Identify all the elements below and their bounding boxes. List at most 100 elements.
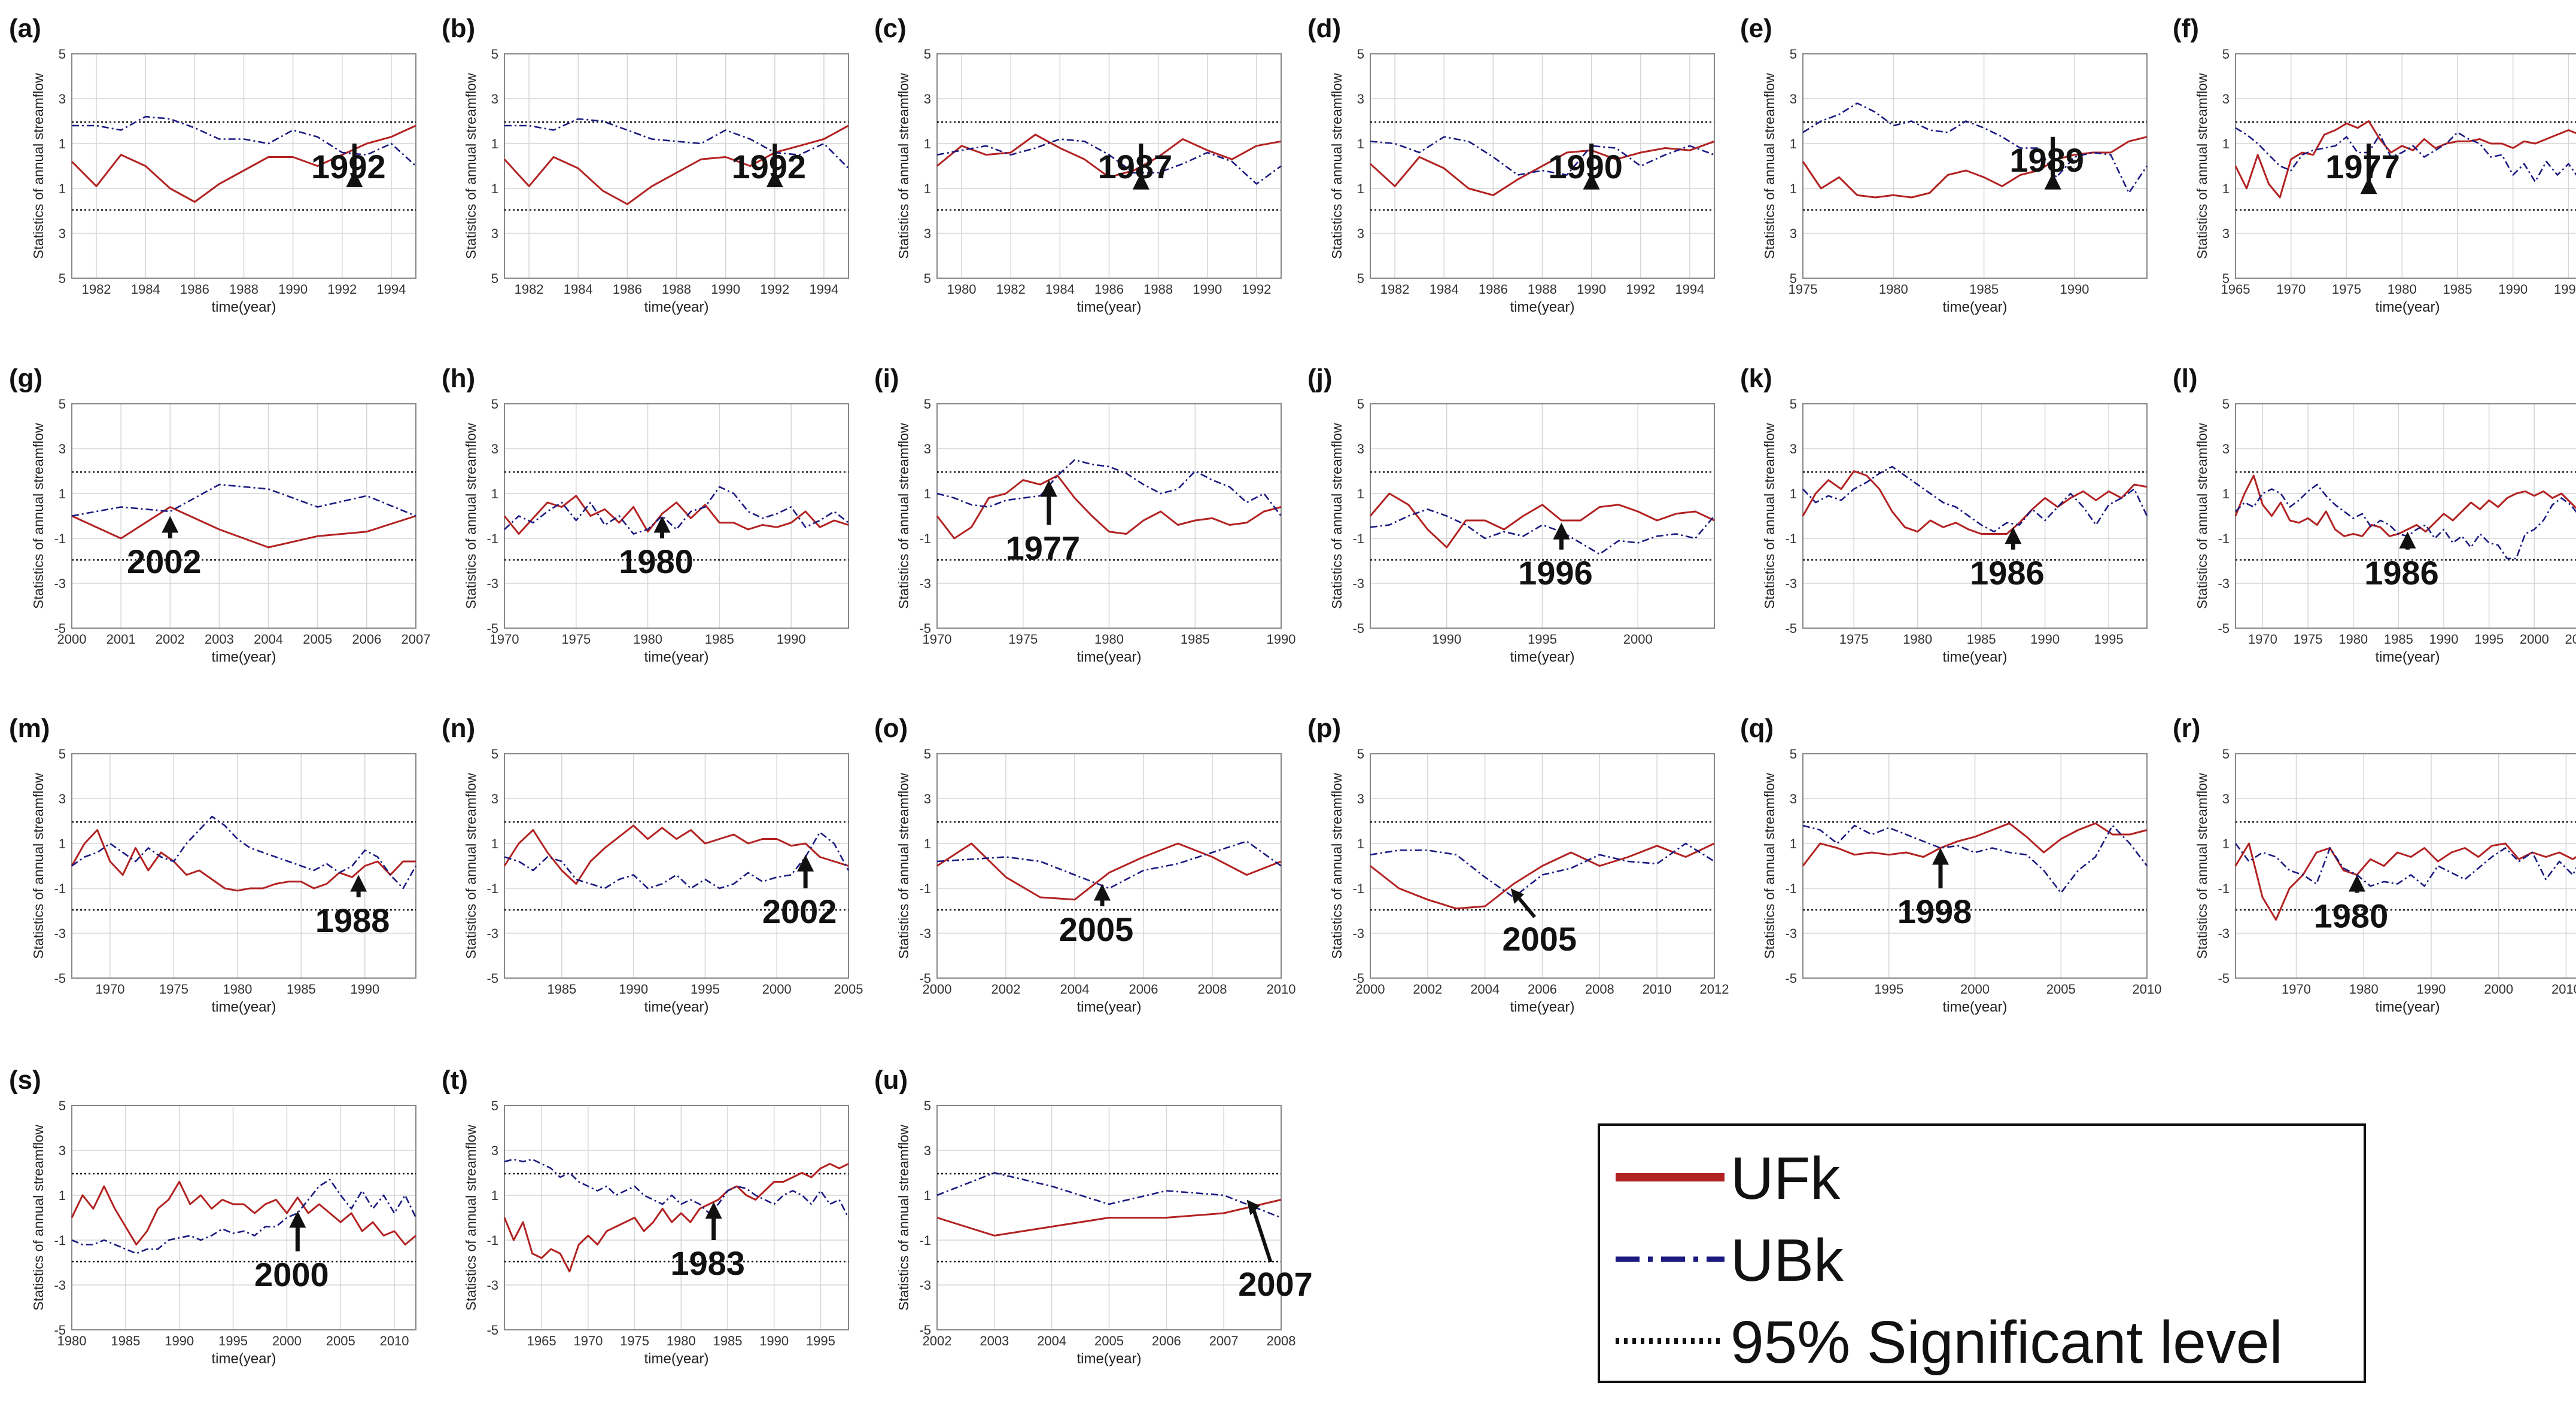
x-tick-label: 2007 <box>1209 1333 1239 1348</box>
y-tick-label: -5 <box>54 971 66 986</box>
x-tick-label: 1984 <box>1045 282 1075 297</box>
x-tick-label: 2005 <box>1094 1333 1124 1348</box>
y-tick-label: 5 <box>59 397 66 412</box>
panel-b: (b) 1982 1984 1986 1988 1990 1992 1994 5 3 1 1 3 5 tim… <box>442 14 849 315</box>
x-tick-label: 1980 <box>633 632 662 647</box>
y-tick-label: 3 <box>491 226 498 241</box>
x-tick-label: 2010 <box>2551 982 2576 997</box>
panel-q: (q) 1995 2000 2005 2010 -5 -3 -1 1 3 5 time(year) St… <box>1740 714 2161 1015</box>
y-tick-label: 3 <box>2222 226 2230 241</box>
ubk-series-line <box>936 138 1282 185</box>
x-tick-label: 1980 <box>57 1333 87 1348</box>
plot-frame <box>1802 403 2148 629</box>
panel-a: (a) 1982 1984 1986 1988 1990 1992 1994 5 3 1 1 3 5 tim… <box>9 14 416 315</box>
plot-frame <box>504 403 849 629</box>
annotation-year: 1990 <box>1548 148 1623 185</box>
y-tick-label: 5 <box>59 271 66 286</box>
x-tick-label: 1985 <box>111 1333 140 1348</box>
annotation-arrow-head <box>346 170 363 187</box>
x-tick-label: 2006 <box>352 632 381 647</box>
panel-label: (l) <box>2173 364 2198 393</box>
x-tick-label: 1995 <box>691 982 720 997</box>
annotation-year: 2000 <box>254 1256 329 1293</box>
x-tick-label: 1970 <box>490 632 519 647</box>
y-tick-label: -3 <box>54 1278 66 1293</box>
y-axis-title: Statistics of annual streamflow <box>1762 73 1777 259</box>
panel-label: (c) <box>874 14 907 43</box>
ufk-series-line <box>503 1163 849 1272</box>
y-tick-label: -5 <box>486 1323 498 1338</box>
panel-label: (f) <box>2173 14 2199 43</box>
y-tick-label: 3 <box>1357 92 1364 106</box>
x-axis-title: time(year) <box>2375 649 2440 665</box>
x-tick-label: 1970 <box>2276 282 2306 297</box>
y-tick-label: -1 <box>919 531 931 546</box>
x-tick-label: 1994 <box>376 282 406 297</box>
y-tick-label: 3 <box>59 1143 66 1158</box>
y-axis-title: Statistics of annual streamflow <box>1762 773 1777 959</box>
y-tick-label: 3 <box>59 791 66 806</box>
ufk-series-line <box>2234 842 2576 921</box>
ufk-series-line <box>503 495 849 535</box>
x-tick-label: 1985 <box>547 982 576 997</box>
y-axis-title: Statistics of annual streamflow <box>896 773 911 959</box>
panel-m: (m) 1970 1975 1980 1985 1990 -5 -3 -1 1 3 5 time(yea… <box>9 714 417 1015</box>
y-tick-label: -5 <box>2218 971 2230 986</box>
x-tick-label: 1990 <box>777 632 806 647</box>
x-tick-label: 1965 <box>2221 282 2250 297</box>
y-axis-title: Statistics of annual streamflow <box>896 73 911 259</box>
annotation-arrow-head <box>350 875 367 892</box>
y-tick-label: 1 <box>1357 836 1364 851</box>
x-tick-label: 2000 <box>1960 982 1990 997</box>
panel-label: (a) <box>9 14 41 43</box>
y-tick-label: 1 <box>1790 486 1797 501</box>
x-tick-label: 1980 <box>947 282 977 297</box>
x-tick-label: 1975 <box>1008 632 1038 647</box>
x-tick-label: 2002 <box>156 632 185 647</box>
annotation-year: 1987 <box>1098 148 1173 185</box>
ufk-series-line <box>936 842 1282 901</box>
y-axis-title: Statistics of annual streamflow <box>2194 423 2210 609</box>
x-tick-label: 2006 <box>1528 982 1557 997</box>
x-tick-label: 1988 <box>1528 282 1557 297</box>
panel-label: (s) <box>9 1065 41 1095</box>
y-tick-label: -5 <box>486 971 498 986</box>
y-tick-label: -3 <box>1352 576 1364 591</box>
annotation-year: 1986 <box>2364 554 2439 592</box>
panel-label: (q) <box>1740 714 1774 743</box>
legend: UFk UBk 95% Significant level <box>1598 1123 2366 1383</box>
ubk-series-line <box>504 832 850 890</box>
y-tick-label: 1 <box>59 136 66 151</box>
y-tick-label: -1 <box>1352 881 1364 896</box>
y-tick-label: -5 <box>1352 621 1364 636</box>
y-tick-label: -5 <box>2218 621 2230 636</box>
annotation-arrow-head <box>1932 848 1949 865</box>
x-tick-label: 2010 <box>1267 982 1296 997</box>
y-tick-label: 1 <box>491 136 498 151</box>
y-tick-label: 5 <box>2222 747 2230 762</box>
x-tick-label: 1990 <box>1267 632 1296 647</box>
y-tick-label: -1 <box>54 881 66 896</box>
x-tick-label: 1994 <box>809 282 838 297</box>
y-axis-title: Statistics of annual streamflow <box>463 1125 479 1311</box>
y-axis-title: Statistics of annual streamflow <box>463 773 479 959</box>
y-tick-label: -3 <box>919 576 931 591</box>
x-tick-label: 1992 <box>327 282 357 297</box>
y-tick-label: -5 <box>54 621 66 636</box>
x-tick-label: 1980 <box>1094 632 1124 647</box>
x-tick-label: 1986 <box>613 282 642 297</box>
x-tick-label: 1975 <box>561 632 591 647</box>
ubk-series-line <box>1802 465 2148 533</box>
plot-frame <box>2235 753 2576 979</box>
x-tick-label: 1985 <box>1181 632 1210 647</box>
x-tick-label: 2007 <box>402 632 431 647</box>
x-axis-title: time(year) <box>644 999 708 1015</box>
y-tick-label: 1 <box>2222 836 2230 851</box>
ufk-series-line <box>1370 842 1715 910</box>
ubk-series-line <box>1802 824 2148 894</box>
y-tick-label: 3 <box>491 92 498 106</box>
x-axis-title: time(year) <box>1510 999 1574 1015</box>
annotation-year: 2005 <box>1503 920 1577 958</box>
x-tick-label: 2004 <box>1060 982 1090 997</box>
x-tick-label: 1985 <box>705 632 734 647</box>
